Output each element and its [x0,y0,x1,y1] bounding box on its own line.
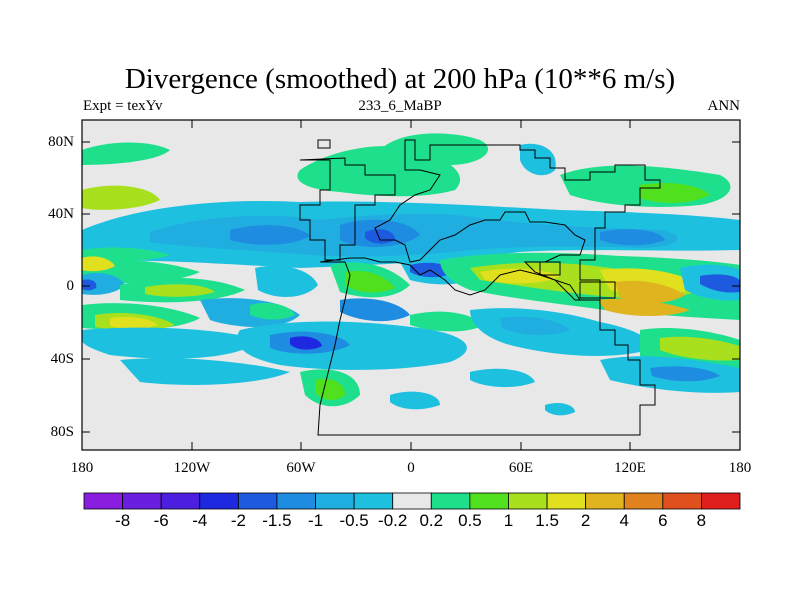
colorbar-box [662,492,702,510]
x-tick-label: 120W [173,460,211,476]
contour-region [82,142,170,165]
contour-field [82,120,740,450]
colorbar-box [546,492,587,510]
contour-region [410,311,485,332]
experiment-label: Expt = texYv [83,98,163,114]
colorbar-box [508,492,548,510]
colorbar-box [276,492,316,510]
case-label: 233_6_MaBP [358,98,442,114]
contour-region [82,327,260,359]
contour-region [110,316,158,329]
x-tick-label: 0 [407,460,415,476]
x-tick-label: 180 [70,460,94,476]
colorbar-box [392,492,432,510]
x-tick-label: 120E [614,460,646,476]
y-tick-label: 0 [66,278,75,294]
contour-region [520,143,556,176]
contour-region [345,270,395,293]
land-outline [539,261,561,276]
colorbar-label: 1 [503,511,514,530]
x-tick-label: 60W [286,460,316,476]
x-tick-label: 180 [728,460,752,476]
land-outline [579,281,616,299]
x-tick-label: 60E [508,460,534,476]
colorbar-box [237,492,278,510]
contour-region [598,298,690,316]
contour-region [120,358,290,385]
y-tick-label: 80S [50,424,74,440]
colorbar-box [701,492,741,510]
colorbar-label: 4 [619,511,629,530]
contour-region [470,368,535,388]
contour-region [230,225,310,245]
colorbar-label: 8 [696,511,707,530]
colorbar-label: 0.2 [419,511,444,530]
continent-outlines [299,139,661,436]
colorbar-box [122,492,162,510]
colorbar-label: -0.2 [378,511,408,530]
plot-title: Divergence (smoothed) at 200 hPa (10**6 … [124,63,676,95]
colorbar-label: -4 [192,511,208,530]
y-tick-label: 40N [48,206,74,222]
colorbar-box [623,492,664,510]
contour-region [545,402,575,416]
contour-region [600,229,665,246]
colorbar-label: 0.5 [458,511,482,530]
contour-region [82,279,97,291]
land-outline [317,257,656,436]
contour-region [615,280,685,303]
land-outline [374,139,661,301]
contour-region [650,366,720,382]
colorbar-label: -1 [307,511,324,530]
contour-region [145,284,215,297]
colorbar-label: -0.5 [339,511,369,530]
land-outline [299,157,396,261]
colorbar-label: 2 [580,511,591,530]
colorbar-label: 6 [658,511,668,530]
contour-region [82,256,115,272]
y-tick-label: 80N [48,134,74,150]
contour-region [390,391,440,410]
colorbar-box [160,492,201,510]
colorbar-label: -8 [115,511,131,530]
contour-region [82,185,160,210]
colorbar-box [315,492,355,510]
contour-region [500,316,570,336]
contour-region [340,298,410,322]
colorbar-box [353,492,394,510]
colorbar-label: -6 [153,511,169,530]
contour-region [290,336,322,350]
season-label: ANN [707,98,741,114]
contour-region [250,303,295,320]
colorbar-label: -1.5 [262,511,292,530]
contour-region [660,336,740,361]
colorbar-label: -2 [230,511,246,530]
colorbar-box [585,492,625,510]
tick-marks [82,120,740,450]
y-tick-label: 40S [50,351,74,367]
contour-region [255,265,318,297]
colorbar-box [469,492,509,510]
colorbar [83,492,741,510]
contour-region [700,274,740,293]
colorbar-label: 1.5 [535,511,559,530]
colorbar-box [430,492,471,510]
contour-region [380,133,489,165]
land-outline [317,139,331,149]
colorbar-box [83,492,123,510]
colorbar-box [199,492,239,510]
